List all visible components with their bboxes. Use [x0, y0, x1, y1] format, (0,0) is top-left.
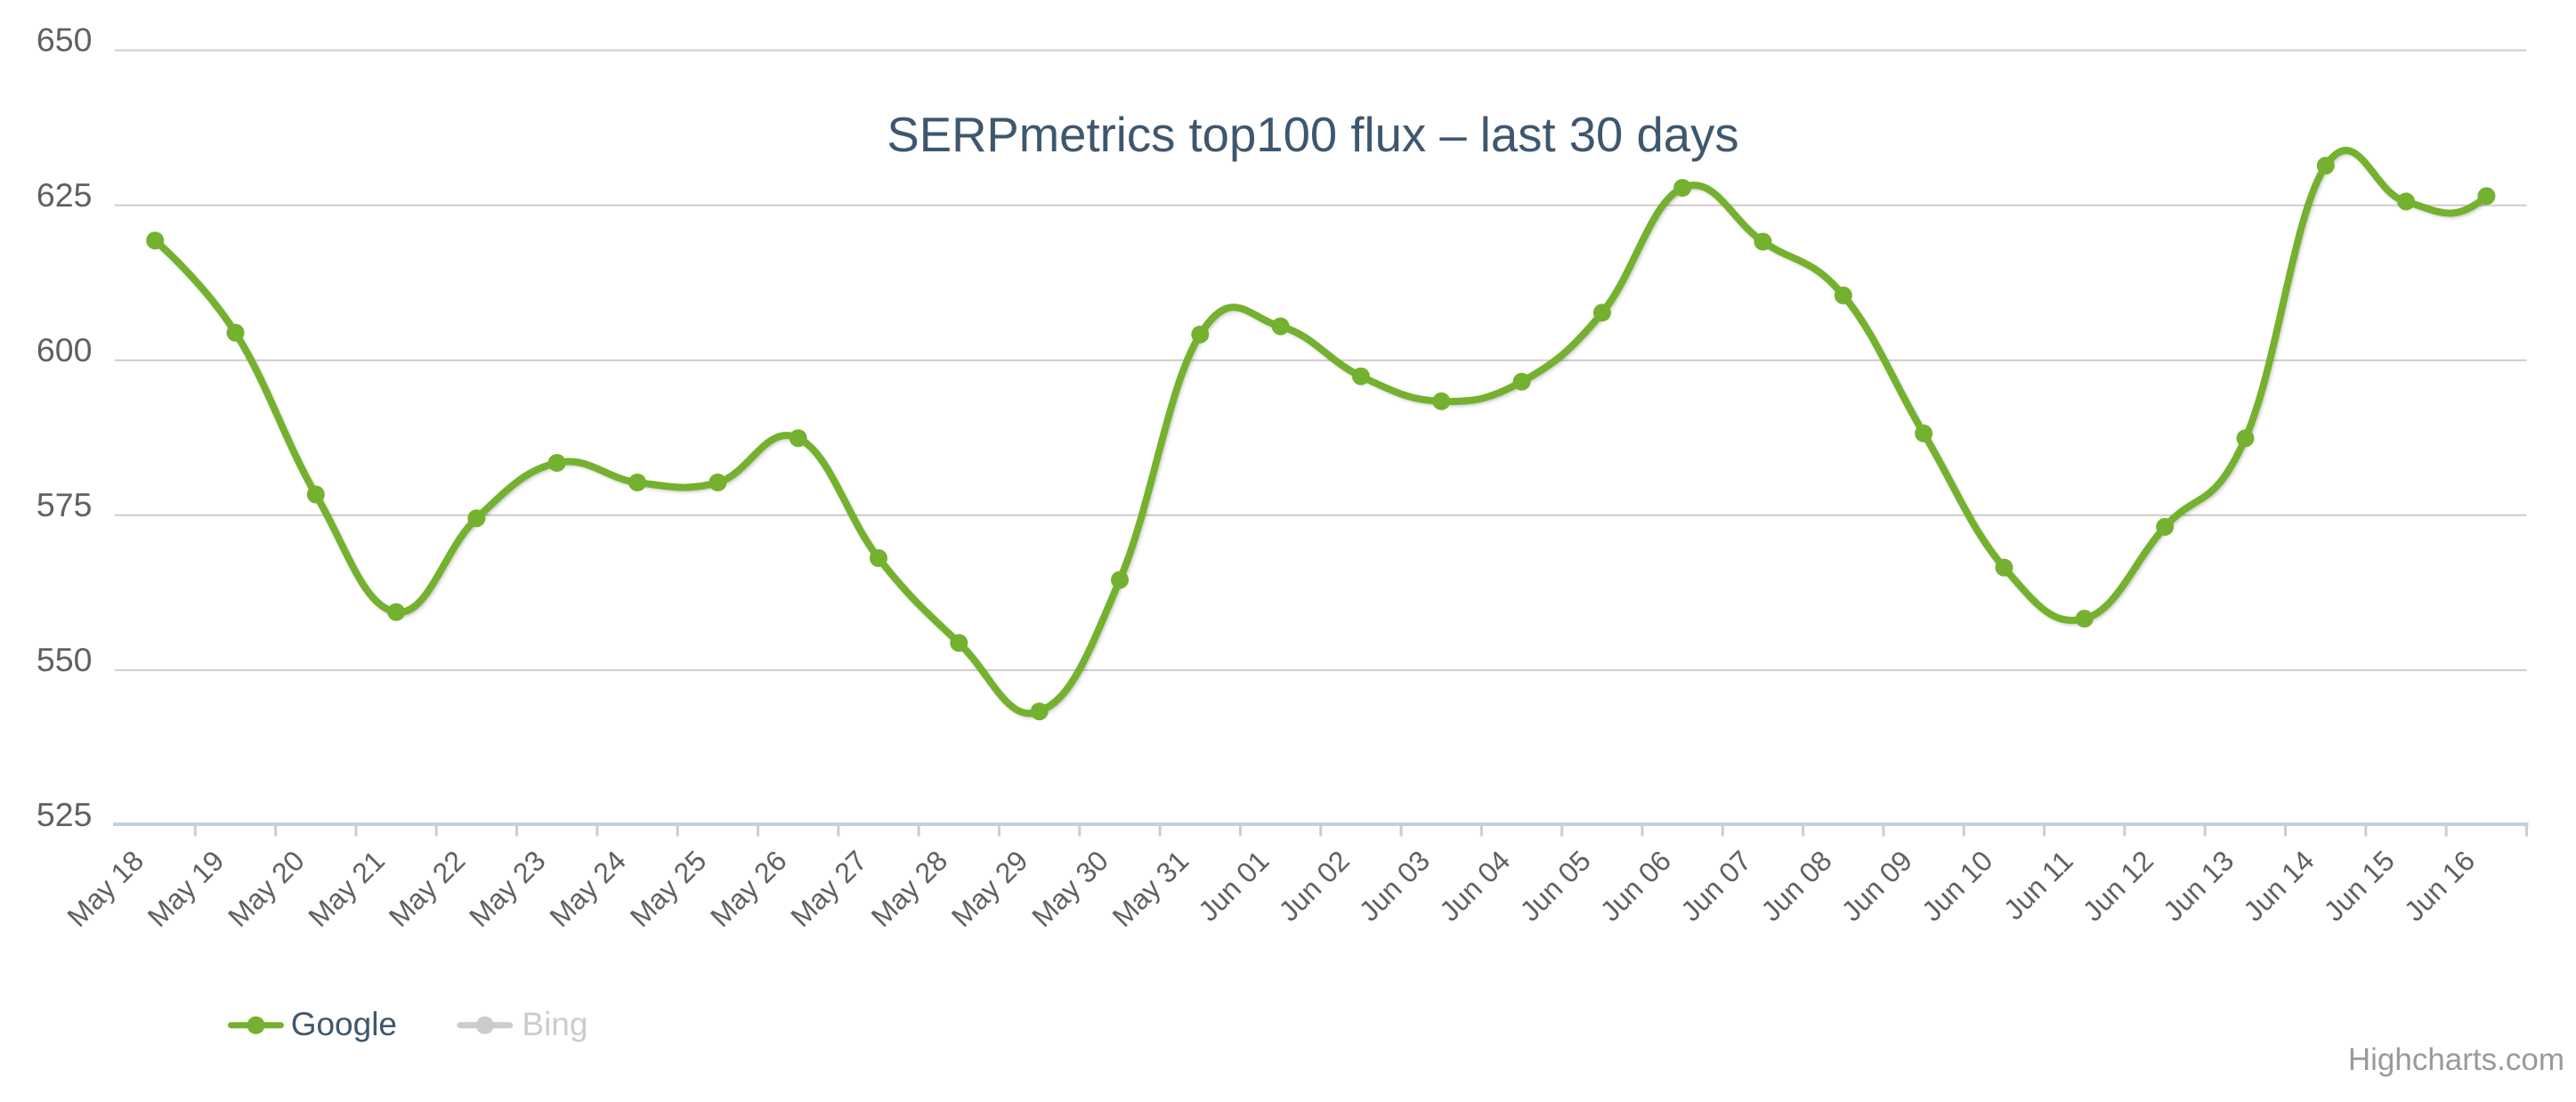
svg-text:SERPmetrics top100 flux – last: SERPmetrics top100 flux – last 30 days: [887, 108, 1738, 162]
svg-text:Google: Google: [291, 1006, 397, 1042]
svg-text:625: 625: [36, 176, 93, 214]
svg-text:650: 650: [36, 21, 93, 59]
svg-text:525: 525: [36, 796, 93, 833]
svg-text:550: 550: [36, 641, 93, 678]
svg-text:Bing: Bing: [522, 1006, 587, 1042]
svg-text:Highcharts.com: Highcharts.com: [2348, 1042, 2564, 1077]
svg-text:575: 575: [36, 486, 93, 523]
svg-text:600: 600: [36, 331, 93, 369]
